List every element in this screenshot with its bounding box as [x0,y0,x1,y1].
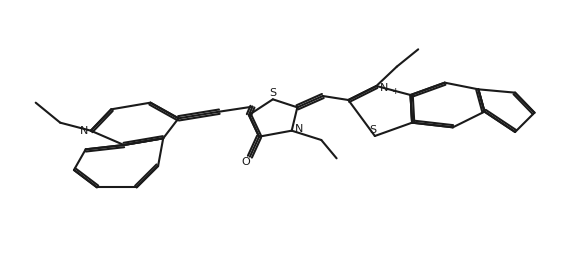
Text: N: N [295,124,303,134]
Text: N: N [80,126,88,136]
Text: S: S [369,125,376,135]
Text: S: S [269,88,277,98]
Text: +: + [390,88,398,97]
Text: O: O [242,157,250,167]
Text: N: N [380,83,389,93]
